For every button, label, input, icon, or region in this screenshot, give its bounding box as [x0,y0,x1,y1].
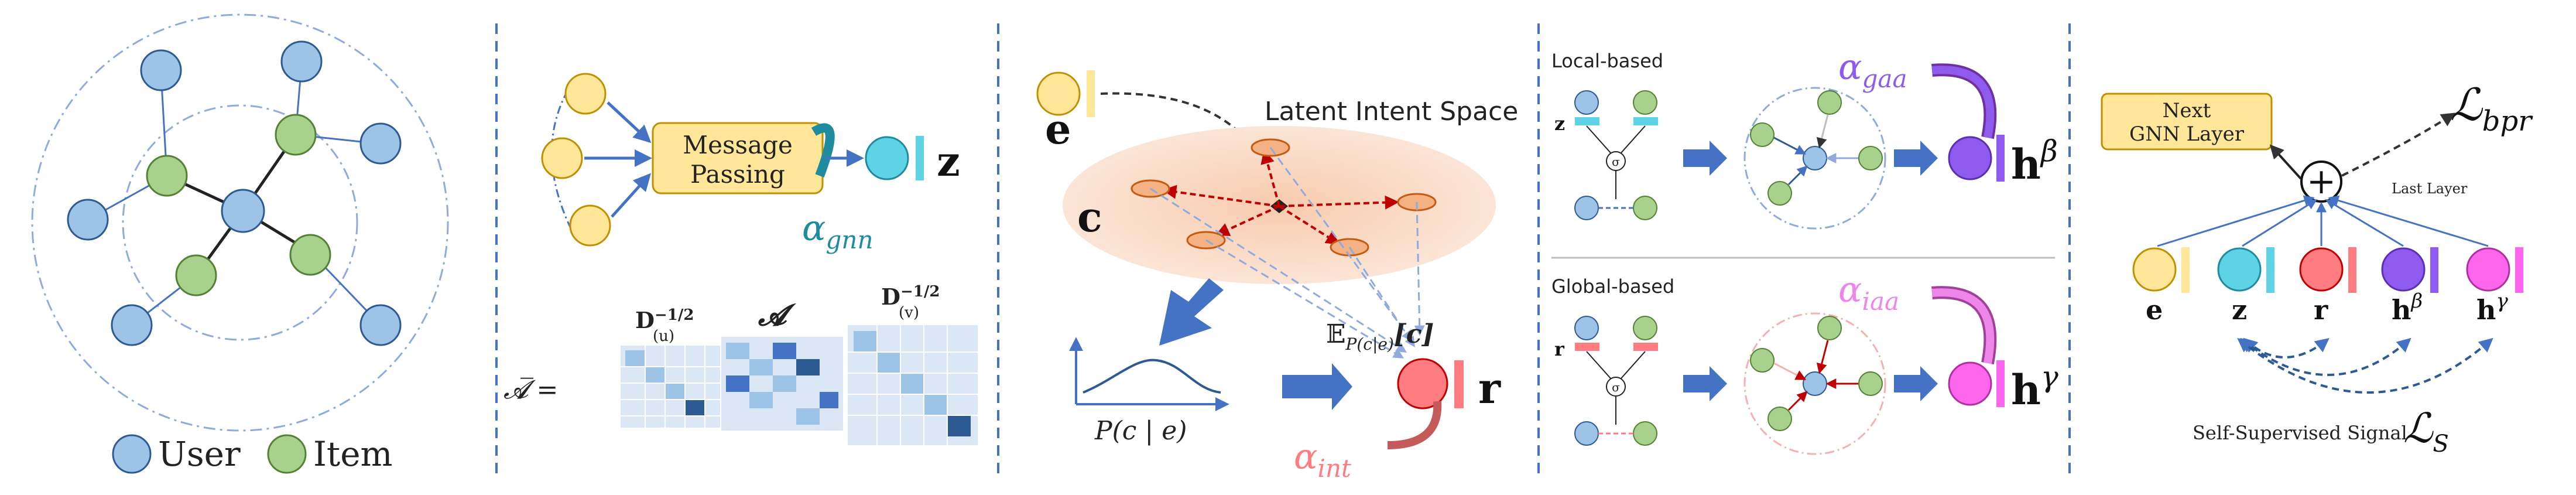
e-node [1036,71,1081,116]
ssl-arcs [2237,337,2493,394]
h-beta-final-node [2381,247,2426,292]
h-beta-label: hβ [2011,134,2058,189]
aggregate-arrow [1282,363,1352,410]
item-node [146,155,188,197]
alpha-iaa: αiaa [1838,269,1899,316]
next-layer-line1: Next [2163,99,2211,122]
global-neighborhood [1743,312,1886,455]
legend-user-icon [112,434,152,474]
last-layer-label: Last Layer [2392,180,2468,197]
e-label: e [1045,105,1071,153]
r-final-node [2299,247,2344,292]
int-attention-arrow [1387,401,1442,449]
panel-latent-intent: e Latent Intent Space c 𝔼P(c|e)[c] [1036,70,1518,483]
next-gnn-layer-box [2101,93,2273,151]
panel-user-item-graph: User Item [31,13,449,474]
neighbor-node [541,137,583,179]
panel-augmentation: Local-based z σ hβ αgaa [1551,47,2058,455]
message-passing-line1: Message [683,131,793,159]
inner-hop-ring [122,104,358,341]
next-layer-line2: GNN Layer [2129,122,2245,146]
item-node [289,234,331,276]
r-node [1397,358,1448,409]
z-final-node [2217,247,2262,292]
e-vector-bar [1087,70,1095,117]
final-label-z: z [2232,294,2247,326]
user-node [140,49,182,91]
user-node [67,199,109,241]
l-bpr-label: ℒbpr [2450,78,2533,138]
svg-text:σ: σ [1612,155,1620,169]
legend-item-label: Item [313,434,393,474]
alpha-int: αint [1294,436,1351,483]
neighbor-node [569,204,611,247]
alpha-gaa: αgaa [1838,47,1907,93]
user-node [359,304,402,346]
local-z-label: z [1554,112,1565,135]
panel-message-passing: Message Passing z αgnn 𝓐̅ = D−1/2 (u) 𝓐 [503,73,978,445]
d-v-label: D−1/2 [881,283,940,310]
legend-item-icon [267,434,307,474]
outer-hop-ring [31,13,449,432]
d-v-sub: (v) [899,304,919,322]
panel-dividers [495,23,2071,477]
final-label-h-gamma: hγ [2476,289,2508,326]
a-label: 𝓐 [758,298,797,332]
z-label: z [937,137,960,186]
global-title: Global-based [1551,275,1674,298]
local-neighborhood [1743,87,1886,230]
l-s-label: ℒS [2403,404,2449,458]
svg-text:σ: σ [1612,380,1620,394]
user-node [111,304,153,346]
user-node [221,189,265,233]
item-node [275,114,317,156]
final-label-r: r [2314,294,2328,326]
c-label: c [1077,193,1102,241]
h-beta-node [1948,136,1992,180]
h-gamma-node [1948,361,1992,406]
distribution-plot [1069,337,1229,411]
z-node [865,136,909,180]
d-u-matrix [621,346,720,428]
ssl-text: Self-Supervised Signal [2193,422,2407,444]
h-gamma-final-node [2466,247,2510,292]
latent-space-title: Latent Intent Space [1265,97,1518,127]
expectation-label: 𝔼P(c|e)[c] [1326,319,1434,354]
d-v-matrix [848,325,978,445]
item-node [175,254,217,296]
sample-arrow [1159,278,1224,346]
message-passing-line2: Passing [690,160,785,189]
sum-node [2300,161,2342,203]
user-node [359,122,402,165]
user-node [280,40,323,83]
e-final-node [2132,247,2177,292]
sum-symbol: + [2307,161,2336,202]
p-label: P(c | e) [1094,416,1187,446]
alpha-gnn: αgnn [802,208,873,254]
panel-fusion-losses: Next GNN Layer + Last Layer ℒbpr e z r h… [2101,78,2533,458]
r-vector-bar [1454,360,1464,408]
d-u-label: D−1/2 [635,306,694,333]
r-label: r [1478,363,1501,413]
final-label-e: e [2146,294,2163,326]
legend-user-label: User [158,434,241,474]
z-vector-bar [916,136,924,180]
final-label-h-beta: hβ [2392,289,2423,326]
h-gamma-label: hγ [2011,360,2058,414]
abar-label: 𝓐̅ = [503,375,558,405]
global-r-label: r [1554,338,1565,360]
local-title: Local-based [1551,50,1663,72]
gnn-attention-arrow [811,123,835,177]
adjacency-matrix [721,337,843,431]
neighbor-node [564,73,607,115]
d-u-sub: (u) [653,327,674,345]
